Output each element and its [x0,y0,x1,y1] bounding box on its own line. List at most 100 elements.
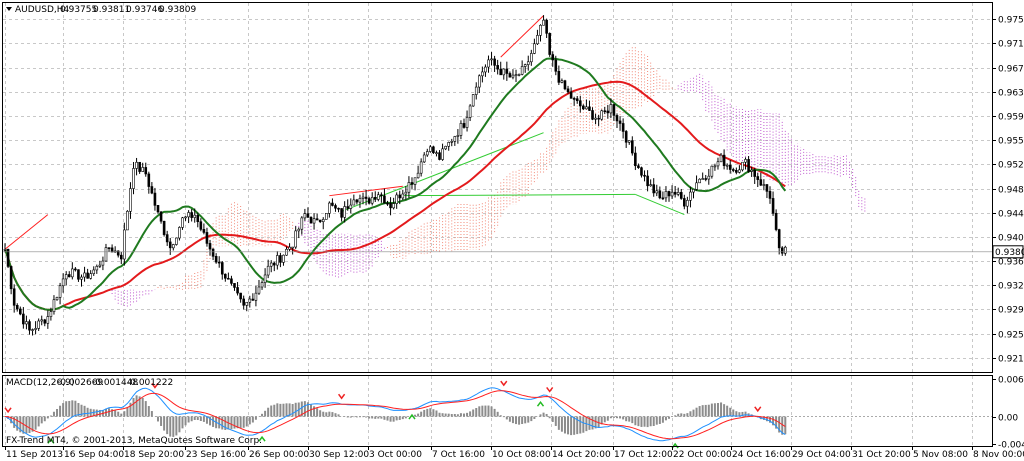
candle-body [502,68,506,76]
candle-body [55,297,59,301]
candle-body [410,182,414,185]
candle-body [624,131,628,143]
candle-body [456,135,460,137]
candle-body [86,272,89,279]
candle-body [257,286,261,294]
candle-body [239,292,242,300]
candle-body [389,203,392,209]
ma-red-line [4,80,786,311]
candle-body [643,174,646,177]
candle-body [40,319,44,322]
candle-body [716,161,720,167]
candle-body [71,268,74,278]
candle-body [352,199,356,206]
candle-body [266,265,270,276]
candle-body [331,202,334,206]
candle-body [37,320,40,329]
candle-body [465,117,469,128]
trend-line [402,193,636,197]
candle-body [413,177,417,185]
candle-body [168,241,172,249]
candle-body [508,73,512,78]
sell-arrow-icon [151,383,159,389]
candle-body [276,255,279,266]
candle-body [144,167,148,175]
buy-arrow-icon [258,435,266,442]
ohlc-open: 0.93755 [60,5,97,15]
candle-body [731,169,735,171]
x-tick-label: 11 Sep 2013 [6,450,63,460]
candle-body [441,148,444,160]
candle-body [548,33,551,55]
candle-body [337,207,340,210]
axes: 0.97500 0.97120 0.96730 0.96350 0.95960 0.955… [3,16,1024,460]
candle-body [738,169,741,173]
candle-body [43,319,47,324]
candle-body [386,202,389,205]
candle-body [80,276,83,280]
candle-body [233,283,236,288]
x-tick-label: 10 Oct 08:00 [492,450,551,460]
candle-body [658,190,662,199]
candle-body [539,24,542,36]
ma-green-line [4,57,787,311]
candle-body [196,214,200,223]
candle-body [780,247,784,254]
candle-body [89,273,92,279]
candle-body [578,100,582,107]
candle-body [12,288,16,306]
candle-body [747,159,750,172]
candle-body [107,247,111,249]
candle-body [637,165,640,168]
main-plot-frame [2,2,993,373]
candle-body [728,164,732,170]
candle-body [679,192,683,199]
candle-body [205,232,209,244]
candle-body [741,161,744,171]
candle-body [230,278,233,284]
candle-body [661,197,665,200]
candle-body [609,104,613,114]
candle-body [15,305,19,310]
candle-body [3,249,7,251]
candle-body [514,74,518,77]
y-tick-label: 0.94430 [998,210,1024,220]
candle-body [181,217,184,228]
candle-body [64,274,68,280]
sell-arrow-icon [4,407,12,414]
x-tick-label: 30 Sep 12:00 [309,450,369,460]
candle-body [9,266,13,290]
candle-body [707,175,711,180]
candle-body [735,170,738,173]
candle-body [533,43,536,54]
candle-body [52,299,56,312]
candle-body [172,244,175,249]
dropdown-triangle-icon[interactable] [6,7,12,11]
candle-body [248,298,252,303]
x-tick-label: 29 Oct 04:00 [792,450,851,460]
candle-body [499,68,503,76]
candle-body [630,140,634,154]
candle-body [520,66,524,75]
candle-body [634,152,637,167]
candle-body [220,262,224,275]
candle-body [49,311,53,317]
candle-body [272,262,276,266]
macd-main-line [4,387,786,442]
candle-body [150,186,154,194]
candle-body [517,73,521,76]
candle-body [698,178,701,184]
candle-body [251,298,255,301]
candle-body [224,273,227,279]
candle-body [673,191,677,195]
copyright-text: FX-Trend MT4, © 2001-2013, MetaQuotes So… [6,436,262,446]
sell-arrow-icon [754,406,762,413]
candle-body [156,205,160,213]
candle-body [227,277,230,280]
candle-body [291,246,294,249]
candle-body [496,65,499,70]
candle-body [61,278,65,287]
candle-body [358,198,362,203]
candle-body [652,184,656,194]
